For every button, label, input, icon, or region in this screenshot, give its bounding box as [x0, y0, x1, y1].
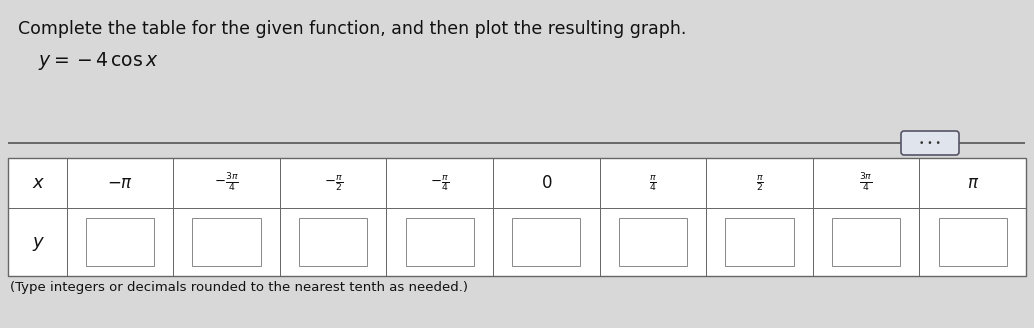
Bar — [832, 218, 901, 266]
Bar — [618, 218, 687, 266]
Text: $-\pi$: $-\pi$ — [107, 174, 133, 192]
Text: $-\frac{\pi}{4}$: $-\frac{\pi}{4}$ — [430, 173, 449, 193]
Bar — [66, 158, 174, 208]
Bar — [8, 158, 1026, 276]
Bar — [280, 208, 387, 276]
Bar — [726, 218, 794, 266]
Bar — [706, 158, 813, 208]
Text: $y = -4\,\mathrm{cos}\,x$: $y = -4\,\mathrm{cos}\,x$ — [38, 50, 158, 72]
Text: $\frac{3\pi}{4}$: $\frac{3\pi}{4}$ — [859, 172, 873, 194]
Text: • • •: • • • — [919, 138, 941, 148]
Text: Complete the table for the given function, and then plot the resulting graph.: Complete the table for the given functio… — [18, 20, 687, 38]
Text: $0$: $0$ — [541, 174, 552, 192]
Bar — [813, 158, 919, 208]
Bar — [939, 218, 1007, 266]
Bar — [600, 158, 706, 208]
Text: x: x — [32, 174, 42, 192]
Bar — [174, 158, 280, 208]
Text: $-\frac{3\pi}{4}$: $-\frac{3\pi}{4}$ — [214, 172, 239, 194]
Bar — [600, 208, 706, 276]
Bar — [493, 158, 600, 208]
Bar — [387, 208, 493, 276]
Text: $-\frac{\pi}{2}$: $-\frac{\pi}{2}$ — [324, 173, 342, 193]
Bar — [192, 218, 261, 266]
Bar — [299, 218, 367, 266]
Bar — [919, 208, 1026, 276]
Text: $\pi$: $\pi$ — [967, 174, 979, 192]
Bar — [66, 208, 174, 276]
Bar — [86, 218, 154, 266]
Bar — [8, 208, 66, 276]
Text: (Type integers or decimals rounded to the nearest tenth as needed.): (Type integers or decimals rounded to th… — [10, 281, 468, 294]
Bar — [280, 158, 387, 208]
Bar — [493, 208, 600, 276]
Bar — [706, 208, 813, 276]
Bar — [512, 218, 580, 266]
Text: $\frac{\pi}{4}$: $\frac{\pi}{4}$ — [649, 173, 657, 193]
FancyBboxPatch shape — [901, 131, 959, 155]
Bar — [813, 208, 919, 276]
Bar — [405, 218, 474, 266]
Bar — [8, 158, 66, 208]
Text: $\frac{\pi}{2}$: $\frac{\pi}{2}$ — [756, 173, 763, 193]
Text: y: y — [32, 233, 42, 251]
Bar — [174, 208, 280, 276]
Bar — [919, 158, 1026, 208]
Bar — [387, 158, 493, 208]
